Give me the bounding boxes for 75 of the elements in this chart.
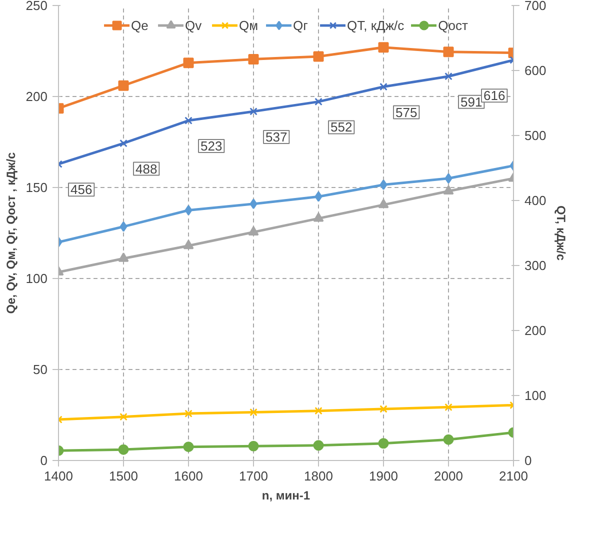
x-tick-label: 1800: [304, 468, 333, 484]
point: [250, 198, 258, 210]
point: [183, 240, 194, 250]
legend-label: Qост: [438, 18, 468, 32]
x-tick-label: 1500: [109, 468, 138, 484]
legend-label: Qг: [293, 18, 309, 32]
point: [118, 252, 129, 262]
y2-tick-label: 700: [524, 0, 546, 13]
y2-tick-label: 200: [524, 323, 546, 338]
y-tick-label: 250: [26, 0, 48, 13]
x-tick-label: 1600: [174, 468, 203, 484]
legend-label: Qм: [239, 18, 260, 32]
y2-tick-label: 300: [524, 258, 546, 273]
point: [184, 205, 192, 216]
point: [248, 440, 259, 452]
point: [118, 80, 129, 91]
y-tick-label: 0: [40, 453, 48, 468]
y-axis-title: Qe, Qv, Qм, Qг, Qост , кДж/с: [4, 152, 18, 314]
point: [443, 185, 454, 194]
point: [443, 434, 454, 445]
point: [248, 226, 259, 236]
point: [314, 191, 322, 202]
point: [250, 108, 258, 116]
point: [380, 405, 388, 413]
point: [444, 403, 452, 412]
y-tick-label: 150: [26, 180, 48, 195]
y2-tick-label: 400: [524, 193, 546, 208]
x-tick-label: 2000: [434, 468, 463, 484]
y-tick-label: 50: [33, 362, 48, 377]
point: [183, 58, 194, 68]
y2-tick-label: 500: [524, 128, 546, 143]
y2-tick-label: 0: [524, 453, 532, 468]
point: [314, 98, 322, 106]
data-label: 575: [396, 104, 418, 120]
y2-tick-label: 100: [524, 388, 546, 403]
point: [184, 410, 192, 418]
point: [120, 139, 128, 148]
y-tick-label: 200: [26, 89, 48, 104]
data-label: 591: [460, 94, 482, 110]
x-tick-label: 1700: [239, 468, 268, 484]
point: [444, 72, 452, 80]
point: [120, 221, 128, 232]
point: [443, 46, 454, 58]
legend-label: QT, кДж/с: [347, 18, 404, 32]
point: [313, 440, 324, 451]
data-label: 488: [136, 161, 158, 176]
point: [314, 406, 322, 415]
data-label: 537: [266, 129, 288, 144]
legend-label: Qv: [185, 18, 203, 32]
legend-label: Qe: [131, 18, 150, 32]
point: [120, 412, 128, 421]
y-tick-label: 100: [26, 271, 48, 286]
y2-axis-title: QT, кДж/с: [554, 205, 568, 261]
data-label: 523: [200, 138, 222, 154]
x-tick-label: 2100: [499, 468, 528, 484]
data-label: 456: [70, 182, 92, 198]
data-label: 552: [330, 120, 352, 135]
point: [378, 438, 389, 449]
point: [380, 180, 388, 190]
point: [378, 42, 389, 53]
point: [183, 442, 194, 452]
x-axis-title: n, мин-1: [262, 488, 310, 502]
point: [444, 173, 452, 184]
point: [313, 51, 324, 62]
point: [118, 444, 129, 455]
x-tick-label: 1900: [369, 468, 398, 484]
point: [184, 116, 192, 124]
point: [378, 198, 389, 208]
y2-tick-label: 600: [524, 63, 546, 78]
point: [250, 408, 258, 416]
point: [313, 212, 324, 222]
point: [248, 54, 259, 64]
x-tick-label: 1400: [44, 468, 73, 484]
point: [380, 82, 388, 91]
data-label: 616: [484, 88, 506, 104]
